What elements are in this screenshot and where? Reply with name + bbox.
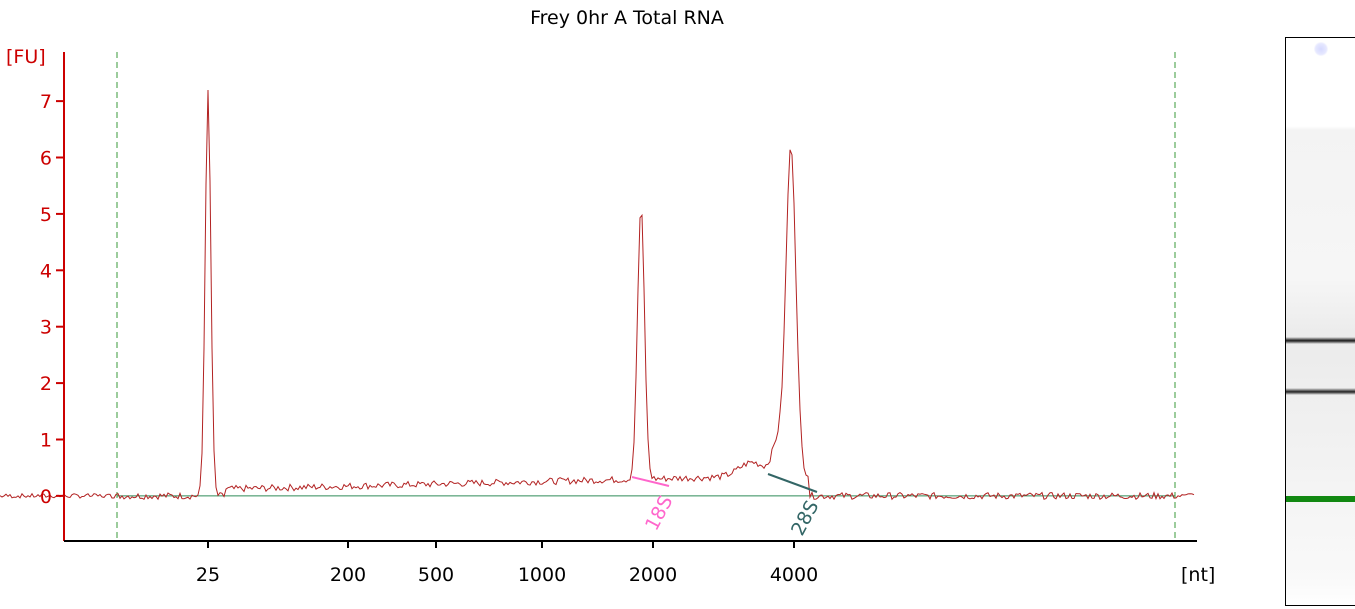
annotation-line-28s bbox=[767, 473, 818, 493]
y-axis-label: [FU] bbox=[6, 46, 46, 68]
gel-well-dot bbox=[1314, 42, 1328, 56]
x-tick-label: 200 bbox=[330, 564, 366, 586]
y-tick-label: 7 bbox=[40, 91, 52, 113]
y-tick-label: 0 bbox=[40, 486, 52, 508]
x-axis-label: [nt] bbox=[1181, 564, 1215, 586]
trace-line bbox=[0, 89, 1195, 501]
y-tick-label: 4 bbox=[40, 260, 52, 282]
x-tick-label: 4000 bbox=[770, 564, 818, 586]
gel-lane bbox=[1285, 37, 1355, 606]
electropherogram-chart: Frey 0hr A Total RNA [FU] [nt] 18S 28S 0 1… bbox=[0, 7, 1215, 586]
chart-title: Frey 0hr A Total RNA bbox=[530, 7, 724, 29]
y-tick-label: 6 bbox=[40, 148, 52, 170]
x-tick-label: 500 bbox=[418, 564, 454, 586]
annotation-label-28s: 28S bbox=[787, 497, 823, 539]
y-tick-label: 2 bbox=[40, 373, 52, 395]
x-tick-label: 25 bbox=[196, 564, 220, 586]
y-ticks: 0 1 2 3 4 5 6 7 bbox=[40, 91, 64, 508]
y-tick-label: 1 bbox=[40, 429, 52, 451]
x-tick-label: 2000 bbox=[629, 564, 677, 586]
x-ticks: 25 200 500 1000 2000 4000 bbox=[196, 541, 818, 586]
gel-band-18S bbox=[1286, 388, 1355, 395]
gel-band-28S bbox=[1286, 337, 1355, 344]
y-tick-label: 3 bbox=[40, 317, 52, 339]
y-tick-label: 5 bbox=[40, 204, 52, 226]
gel-band-marker bbox=[1286, 496, 1355, 502]
peak-annotations: 18S 28S bbox=[631, 473, 823, 539]
marker-lines bbox=[116, 52, 1176, 541]
x-tick-label: 1000 bbox=[518, 564, 566, 586]
annotation-line-18s bbox=[631, 476, 670, 487]
annotation-label-18s: 18S bbox=[641, 492, 677, 534]
